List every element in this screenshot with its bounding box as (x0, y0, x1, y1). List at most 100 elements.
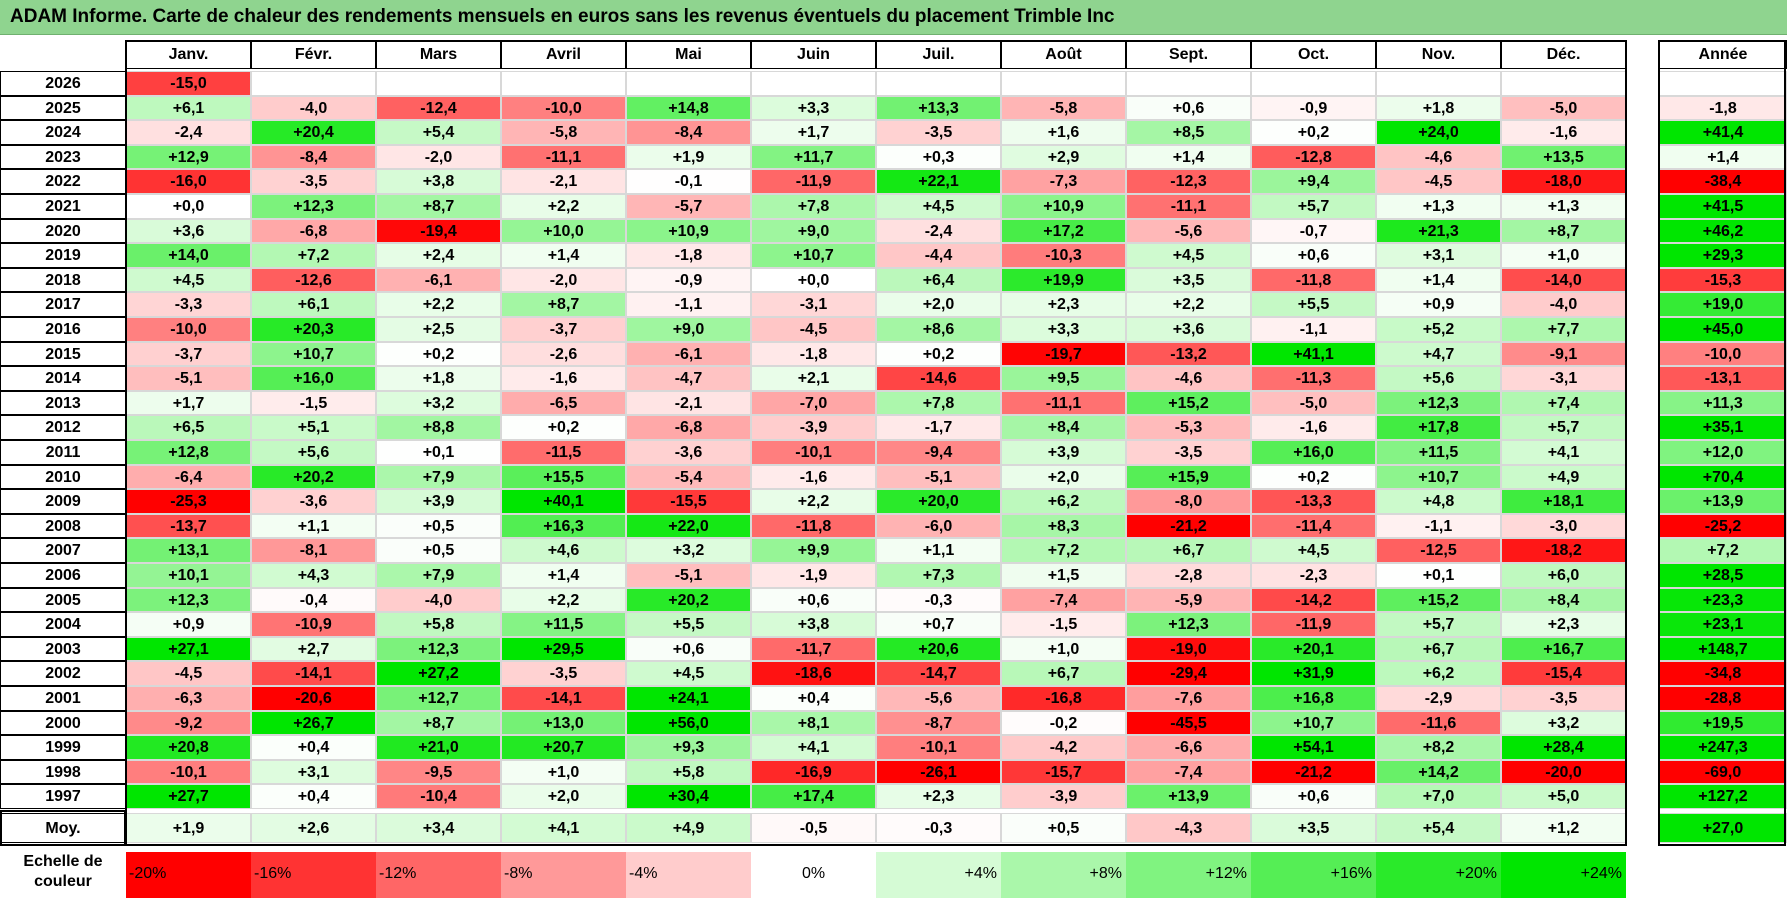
year-row-label: 2003 (0, 636, 126, 662)
heatmap-cell: -4,6 (1126, 366, 1251, 391)
heatmap-cell: +5,6 (251, 440, 376, 465)
heatmap-cell: +27,2 (376, 661, 501, 686)
heatmap-cell: +2,2 (376, 292, 501, 317)
heatmap-cell: +1,1 (251, 513, 376, 539)
heatmap-cell: -8,0 (1126, 489, 1251, 514)
year-total-cell: +247,3 (1659, 735, 1787, 760)
heatmap-cell: -11,6 (1376, 710, 1501, 736)
heatmap-cell: +13,0 (501, 710, 626, 736)
heatmap-cell: +0,2 (501, 415, 626, 440)
heatmap-cell: +13,1 (126, 538, 251, 563)
heatmap-cell: -0,2 (1001, 710, 1126, 736)
color-scale-swatch: -12% (376, 852, 501, 898)
heatmap-cell: -4,7 (626, 366, 751, 391)
year-total-cell: +23,1 (1659, 612, 1787, 637)
heatmap-cell: -4,3 (1126, 813, 1251, 843)
heatmap-cell: +12,9 (126, 144, 251, 170)
heatmap-cell: +41,1 (1251, 341, 1376, 367)
heatmap-cell: +2,0 (876, 292, 1001, 317)
heatmap-cell: -0,1 (626, 169, 751, 194)
heatmap-cell: -5,1 (876, 464, 1001, 490)
month-header: Avril (501, 40, 626, 69)
heatmap-cell: -19,0 (1126, 636, 1251, 662)
heatmap-cell: +30,4 (626, 784, 751, 809)
heatmap-cell: +22,0 (626, 513, 751, 539)
heatmap-cell: +9,0 (751, 218, 876, 244)
heatmap-cell: +17,4 (751, 784, 876, 809)
heatmap-cell: -3,5 (876, 120, 1001, 145)
heatmap-cell: -9,2 (126, 710, 251, 736)
heatmap-cell: -1,1 (1376, 513, 1501, 539)
heatmap-cell: +3,6 (1126, 317, 1251, 342)
heatmap-cell (1126, 71, 1251, 96)
heatmap-cell: +7,9 (376, 464, 501, 490)
heatmap-cell: +3,1 (251, 759, 376, 785)
month-header: Juil. (876, 40, 1001, 69)
heatmap-cell: +4,1 (751, 735, 876, 760)
heatmap-cell: +2,2 (751, 489, 876, 514)
heatmap-cell: -25,3 (126, 489, 251, 514)
heatmap-cell: +0,3 (876, 144, 1001, 170)
heatmap-cell: +7,2 (1001, 538, 1126, 563)
heatmap-cell: +10,9 (1001, 194, 1126, 219)
heatmap-cell: -6,8 (626, 415, 751, 440)
heatmap-cell: -13,7 (126, 513, 251, 539)
heatmap-cell: -5,1 (126, 366, 251, 391)
heatmap-cell: -4,5 (1376, 169, 1501, 194)
heatmap-cell: +1,6 (1001, 120, 1126, 145)
year-row-label: 2001 (0, 686, 126, 711)
heatmap-cell: +4,1 (501, 813, 626, 843)
year-row-label: 2015 (0, 341, 126, 367)
heatmap-cell: -18,0 (1501, 169, 1626, 194)
year-row-label: 2022 (0, 169, 126, 194)
heatmap-cell: +2,2 (501, 587, 626, 613)
year-total-cell: +19,0 (1659, 292, 1787, 317)
heatmap-cell: +18,1 (1501, 489, 1626, 514)
heatmap-cell: +0,6 (751, 587, 876, 613)
heatmap-cell: -1,1 (626, 292, 751, 317)
heatmap-cell: +7,3 (876, 563, 1001, 588)
year-row-label: 2014 (0, 366, 126, 391)
heatmap-cell: -16,9 (751, 759, 876, 785)
heatmap-cell: -11,7 (751, 636, 876, 662)
heatmap-cell: +3,9 (1001, 440, 1126, 465)
heatmap-cell: +12,8 (126, 440, 251, 465)
heatmap-cell: -11,9 (751, 169, 876, 194)
color-scale-swatch: -16% (251, 852, 376, 898)
color-scale-label: Echelle de couleur (0, 852, 126, 892)
heatmap-cell (1251, 71, 1376, 96)
heatmap-cell: +12,3 (1376, 390, 1501, 416)
heatmap-cell: -3,7 (126, 341, 251, 367)
heatmap-cell: -10,1 (876, 735, 1001, 760)
year-row-label: 2012 (0, 415, 126, 440)
heatmap-cell: +0,6 (1251, 243, 1376, 268)
heatmap-cell: -1,9 (751, 563, 876, 588)
heatmap-cell: -3,7 (501, 317, 626, 342)
heatmap-cell: +1,3 (1376, 194, 1501, 219)
heatmap-cell: -14,0 (1501, 267, 1626, 293)
heatmap-cell: -2,6 (501, 341, 626, 367)
heatmap-cell: +0,1 (376, 440, 501, 465)
heatmap-cell: +0,0 (751, 267, 876, 293)
year-total-cell: +35,1 (1659, 415, 1787, 440)
heatmap-cell: +15,2 (1126, 390, 1251, 416)
month-header: Juin (751, 40, 876, 69)
heatmap-cell: -6,1 (376, 267, 501, 293)
heatmap-cell: +1,0 (1501, 243, 1626, 268)
heatmap-cell: +0,5 (376, 513, 501, 539)
heatmap-cell: +21,3 (1376, 218, 1501, 244)
heatmap-cell: +8,7 (376, 194, 501, 219)
heatmap-cell: +4,8 (1376, 489, 1501, 514)
year-total-cell: +28,5 (1659, 563, 1787, 588)
heatmap-cell: +16,0 (1251, 440, 1376, 465)
heatmap-cell (751, 71, 876, 96)
year-row-label: 2021 (0, 194, 126, 219)
heatmap-cell (501, 71, 626, 96)
heatmap-cell: -4,0 (1501, 292, 1626, 317)
heatmap-cell: -11,4 (1251, 513, 1376, 539)
heatmap-cell: +9,5 (1001, 366, 1126, 391)
heatmap-cell: -2,3 (1251, 563, 1376, 588)
heatmap-cell: +5,8 (626, 759, 751, 785)
heatmap-cell: +0,4 (251, 784, 376, 809)
heatmap-cell: +6,2 (1376, 661, 1501, 686)
